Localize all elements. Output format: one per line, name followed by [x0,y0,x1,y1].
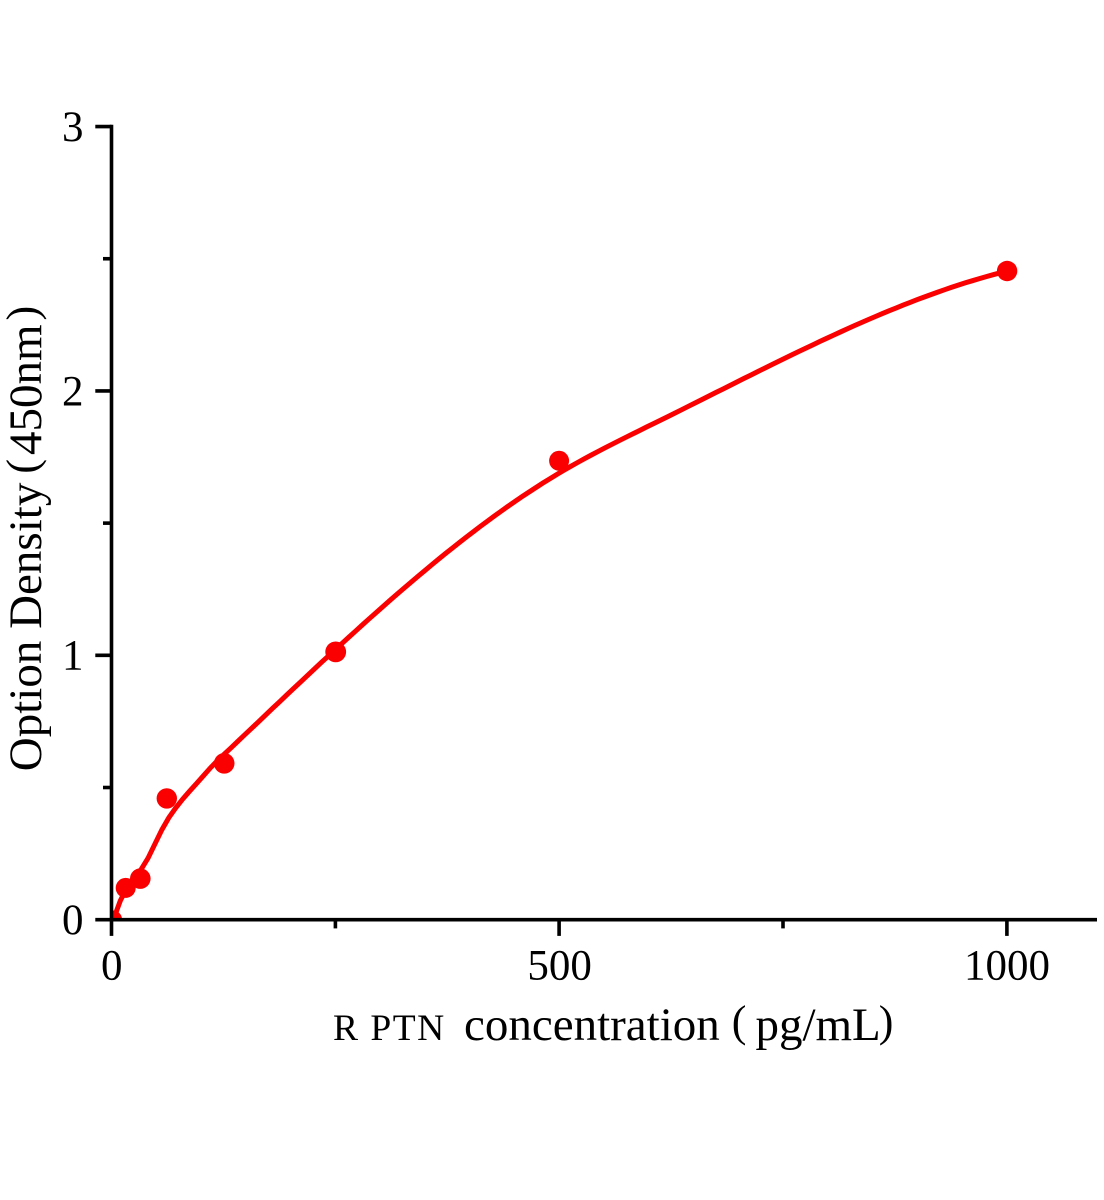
svg-text:3: 3 [62,104,84,151]
svg-text:0: 0 [62,897,84,944]
svg-text:Option Density(450nm): Option Density(450nm) [0,306,52,771]
svg-text:1: 1 [62,633,84,680]
svg-text:2: 2 [62,368,84,415]
svg-text:R PTN: R PTN [333,1008,446,1049]
svg-text:1000: 1000 [964,943,1050,990]
svg-text:concentration(pg/mL): concentration(pg/mL) [464,997,893,1051]
svg-text:500: 500 [527,943,592,990]
svg-text:0: 0 [101,943,123,990]
